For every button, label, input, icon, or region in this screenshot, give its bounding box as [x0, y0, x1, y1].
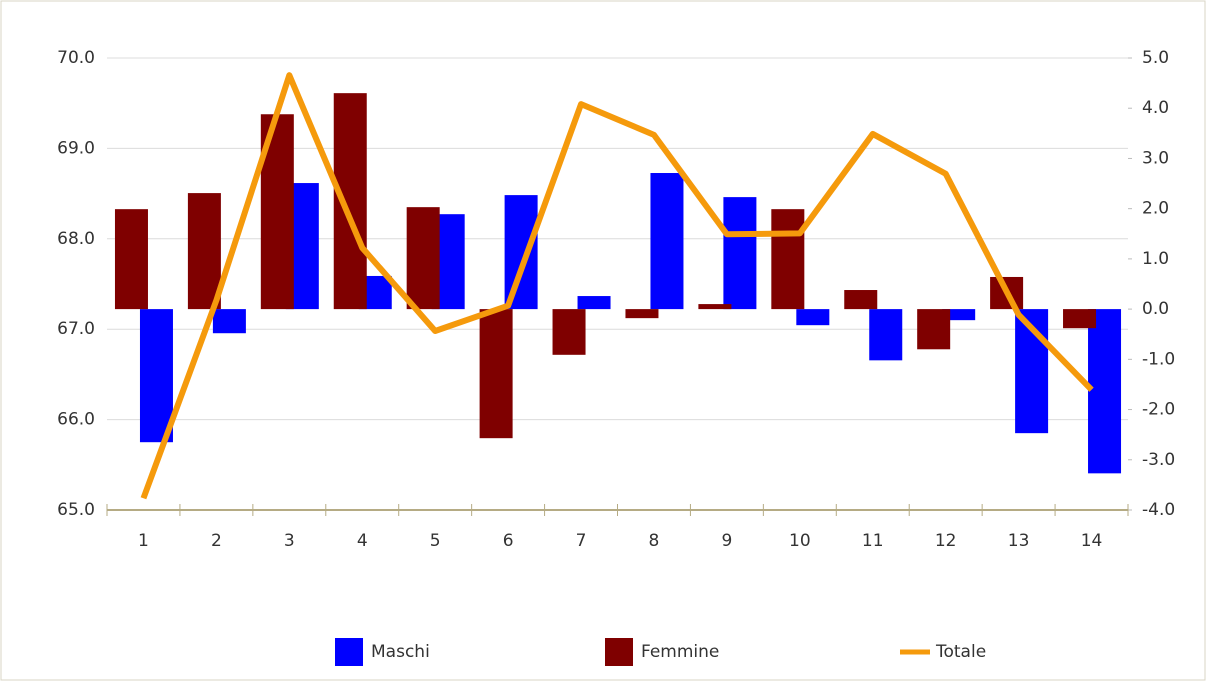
bar: [698, 304, 732, 310]
legend-swatch: [605, 638, 633, 666]
x-tick-label: 11: [862, 531, 884, 551]
bar: [1063, 309, 1097, 329]
legend-label: Maschi: [371, 642, 430, 662]
x-tick-label: 1: [138, 531, 149, 551]
y2-tick-label: -4.0: [1142, 500, 1175, 520]
bar: [333, 93, 367, 310]
bar: [577, 296, 611, 310]
x-tick-label: 5: [430, 531, 441, 551]
x-tick-label: 9: [721, 531, 732, 551]
bar: [942, 309, 976, 321]
x-tick-label: 3: [284, 531, 295, 551]
line: [140, 72, 1094, 500]
bar: [1088, 309, 1122, 474]
bar: [625, 309, 659, 319]
y2-tick-label: -2.0: [1142, 400, 1175, 420]
y-tick-label: 68.0: [57, 229, 95, 249]
bar: [406, 207, 440, 310]
bar: [114, 209, 148, 310]
y2-tick-label: 4.0: [1142, 98, 1169, 118]
bar: [723, 197, 757, 310]
y-tick-label: 69.0: [57, 138, 95, 158]
y-tick-label: 70.0: [57, 48, 95, 68]
legend-label: Femmine: [641, 642, 719, 662]
x-tick-label: 7: [576, 531, 587, 551]
y2-tick-label: 2.0: [1142, 199, 1169, 219]
x-tick-label: 12: [935, 531, 957, 551]
y-tick-label: 67.0: [57, 319, 95, 339]
bar: [917, 309, 951, 350]
bar: [139, 309, 173, 443]
x-tick-label: 4: [357, 531, 368, 551]
legend-swatch: [335, 638, 363, 666]
x-tick-label: 6: [503, 531, 514, 551]
bar: [771, 209, 805, 310]
bar: [212, 309, 246, 334]
y2-tick-label: 1.0: [1142, 249, 1169, 269]
bar: [479, 309, 513, 439]
bar: [650, 173, 684, 310]
bar: [552, 309, 586, 355]
bar: [796, 309, 830, 326]
x-tick-label: 13: [1008, 531, 1030, 551]
bar: [187, 193, 221, 310]
x-tick-label: 2: [211, 531, 222, 551]
bar: [504, 195, 538, 310]
bar: [844, 290, 878, 310]
y2-tick-label: 3.0: [1142, 148, 1169, 168]
y2-tick-label: -1.0: [1142, 349, 1175, 369]
y2-tick-label: -3.0: [1142, 450, 1175, 470]
y2-tick-label: 5.0: [1142, 48, 1169, 68]
x-tick-label: 8: [649, 531, 660, 551]
legend-label: Totale: [935, 642, 986, 662]
x-tick-label: 10: [789, 531, 811, 551]
y-tick-label: 65.0: [57, 500, 95, 520]
y2-tick-label: 0.0: [1142, 299, 1169, 319]
bar: [869, 309, 903, 361]
y-tick-label: 66.0: [57, 410, 95, 430]
x-tick-label: 14: [1081, 531, 1103, 551]
